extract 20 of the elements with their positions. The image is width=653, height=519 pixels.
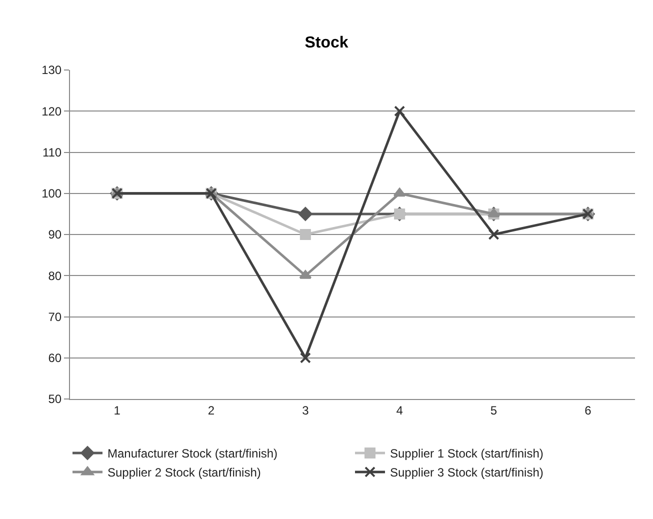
y-tick-label: 60: [48, 351, 62, 366]
x-tick-label: 6: [584, 403, 592, 418]
x-tick-label: 3: [302, 403, 310, 418]
y-tick-label: 70: [48, 310, 62, 324]
y-tick-label: 120: [42, 104, 62, 118]
y-tick-label: 90: [48, 228, 62, 242]
legend-label: Supplier 3 Stock (start/finish): [390, 466, 544, 480]
legend-label: Supplier 1 Stock (start/finish): [390, 446, 544, 461]
y-tick-label: 100: [42, 186, 62, 201]
y-tick-label: 130: [42, 63, 62, 78]
chart-title: Stock: [304, 34, 348, 52]
y-tick-label: 110: [42, 145, 62, 160]
y-tick-label: 80: [48, 268, 62, 283]
x-tick-label: 1: [114, 403, 121, 418]
x-tick-label: 4: [396, 403, 404, 418]
legend-label: Manufacturer Stock (start/finish): [108, 446, 278, 461]
y-tick-label: 50: [48, 392, 62, 406]
legend-label: Supplier 2 Stock (start/finish): [108, 466, 261, 480]
x-tick-label: 5: [490, 403, 498, 418]
x-tick-label: 2: [208, 403, 215, 418]
